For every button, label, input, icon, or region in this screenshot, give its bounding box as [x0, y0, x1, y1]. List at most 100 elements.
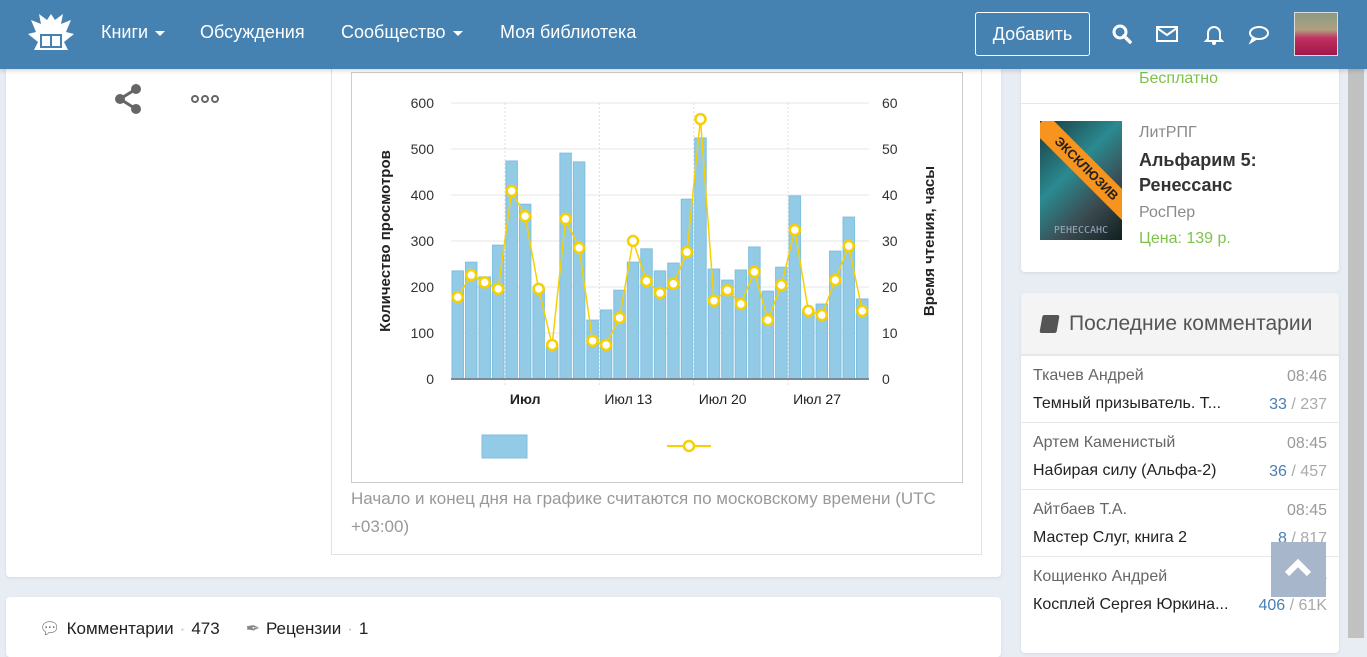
line-point	[532, 282, 545, 296]
comment-new-count: 406	[1258, 597, 1286, 614]
recent-comments-card: Последние комментарии Ткачев Андрей 08:4…	[1021, 293, 1339, 653]
more-icon[interactable]	[191, 94, 219, 104]
comment-author[interactable]: Кощиенко Андрей	[1033, 568, 1168, 585]
line-point	[491, 282, 505, 296]
comment-author[interactable]: Ткачев Андрей	[1033, 367, 1144, 384]
bar	[802, 309, 815, 380]
cover-title: РЕНЕССАНС	[1053, 225, 1109, 236]
comment-author[interactable]: Артем Каменистый	[1033, 434, 1176, 451]
comments-icon: 💬︎	[39, 619, 61, 638]
chart: 0 100 200 300 400 500 600 0 10 20 30 40 50 60 Июл Июл 1…	[377, 95, 938, 459]
comment-item[interactable]: Ткачев Андрей 08:46 Темный призыватель. …	[1021, 355, 1339, 422]
line-point	[842, 239, 856, 253]
comment-count: 36 / 457	[1269, 463, 1327, 480]
comment-item[interactable]: Артем Каменистый 08:45 Набирая силу (Аль…	[1021, 422, 1339, 489]
mail-icon[interactable]	[1155, 22, 1179, 46]
y-tick-label: 600	[411, 95, 435, 111]
x-tick-label: Июл	[510, 391, 541, 407]
tab-reviews[interactable]: Рецензии	[265, 619, 342, 638]
bar	[680, 198, 694, 380]
bar	[518, 203, 532, 380]
x-tick-label: Июл 13	[604, 391, 652, 407]
scrollbar[interactable]	[1348, 69, 1364, 638]
line-point	[586, 334, 599, 348]
book-author[interactable]: РосПер	[1139, 204, 1196, 221]
line-point	[734, 297, 748, 311]
book-icon	[1039, 314, 1060, 333]
scroll-to-top-button[interactable]	[1271, 542, 1326, 597]
add-button[interactable]: Добавить	[975, 12, 1090, 56]
comment-time: 08:46	[1286, 368, 1327, 385]
line-point	[599, 338, 613, 352]
line-point	[802, 304, 815, 318]
y-tick-label: 400	[411, 187, 435, 203]
comments-count: 473	[191, 619, 220, 638]
comment-new-count: 8	[1278, 530, 1287, 547]
book-cover[interactable]: ЭКСКЛЮЗИВ РЕНЕССАНС	[1040, 121, 1122, 240]
x-tick-label: Июл 20	[699, 391, 747, 407]
chat-icon[interactable]	[1247, 22, 1271, 46]
book-title[interactable]: Альфарим 5: Ренессанс	[1139, 150, 1257, 195]
tab-comments[interactable]: Комментарии	[66, 619, 174, 638]
legend-bar-symbol	[481, 434, 528, 459]
line-point	[518, 209, 532, 223]
comment-book[interactable]: Набирая силу (Альфа-2)	[1033, 462, 1217, 479]
y-axis-title: Количество просмотров	[377, 150, 394, 332]
legend-line-marker	[682, 439, 696, 453]
site-logo[interactable]	[24, 10, 78, 60]
book-promo-card: Бесплатно ЭКСКЛЮЗИВ РЕНЕССАНС ЛитРПГ Аль…	[1021, 40, 1339, 272]
line-point	[761, 313, 775, 327]
line-point	[856, 304, 869, 318]
line-point	[653, 286, 667, 300]
line-point	[748, 265, 761, 279]
line-point	[545, 338, 559, 352]
recent-comments-header: Последние комментарии	[1021, 293, 1339, 355]
search-icon[interactable]	[1110, 22, 1134, 46]
line-point	[464, 268, 478, 282]
x-tick-label: Июл 27	[793, 391, 841, 407]
line-point	[626, 234, 640, 248]
line-point	[788, 223, 802, 237]
free-label: Бесплатно	[1139, 70, 1219, 87]
y-tick-label: 300	[411, 233, 435, 249]
y2-axis-title: Время чтения, часы	[921, 166, 938, 316]
nav-discussions[interactable]: Обсуждения	[200, 22, 305, 42]
bar	[734, 269, 748, 380]
recent-comments-title: Последние комментарии	[1069, 311, 1313, 335]
bell-icon[interactable]	[1202, 22, 1226, 46]
comment-book[interactable]: Косплей Сергея Юркина...	[1033, 596, 1229, 613]
top-navbar: Книги Обсуждения Сообщество Моя библиоте…	[0, 0, 1367, 69]
comment-total-count: 237	[1300, 396, 1327, 413]
comment-total-count: 457	[1300, 463, 1327, 480]
line-point	[721, 283, 734, 297]
bar	[586, 319, 599, 380]
line-point	[559, 212, 572, 226]
bar	[788, 195, 802, 380]
nav-label: Сообщество	[341, 22, 446, 42]
share-icon[interactable]	[114, 83, 144, 115]
line-point	[613, 311, 626, 325]
comment-book[interactable]: Темный призыватель. Т...	[1033, 395, 1222, 412]
nav-my-library[interactable]: Моя библиотека	[500, 22, 637, 42]
line-point	[829, 273, 842, 287]
bar	[707, 268, 721, 380]
book-genre[interactable]: ЛитРПГ	[1139, 124, 1197, 141]
user-avatar[interactable]	[1294, 12, 1338, 56]
reviews-count: 1	[358, 619, 369, 638]
y-tick-label: 200	[411, 279, 435, 295]
y2-tick-label: 0	[882, 371, 890, 387]
line-point	[775, 278, 788, 292]
line-point	[478, 276, 491, 289]
y2-tick-label: 60	[882, 95, 898, 111]
line-point	[815, 308, 829, 322]
feather-icon: ✒︎	[245, 619, 260, 638]
nav-community[interactable]: Сообщество	[341, 22, 463, 43]
comment-book[interactable]: Мастер Слуг, книга 2	[1033, 529, 1187, 546]
line-point	[707, 294, 721, 308]
comment-author[interactable]: Айтбаев Т.А.	[1033, 501, 1128, 518]
comment-item[interactable]: Айтбаев Т.А. 08:45 Мастер Слуг, книга 2 …	[1021, 489, 1339, 556]
line-point	[694, 112, 707, 126]
comment-count: 406 / 61K	[1258, 597, 1327, 614]
nav-label: Книги	[101, 22, 149, 42]
nav-books[interactable]: Книги	[101, 22, 166, 43]
